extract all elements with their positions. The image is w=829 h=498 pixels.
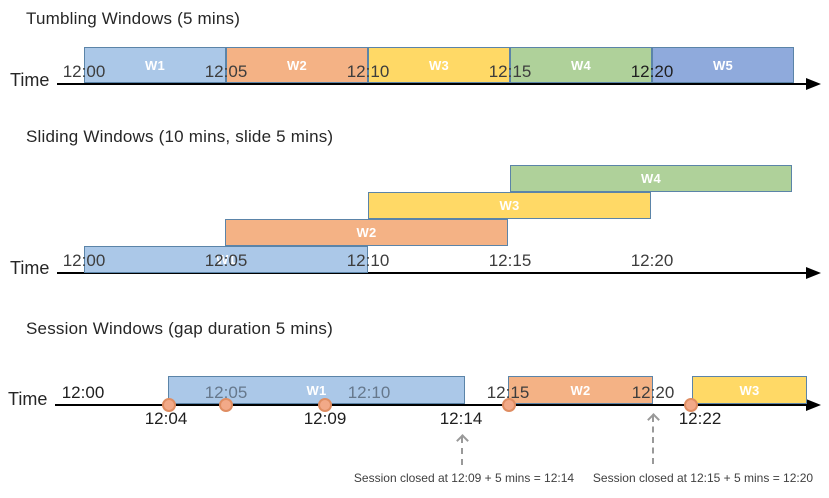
axis-tick-label: 12:05	[204, 62, 248, 81]
axis-tick-label: 12:15	[488, 62, 532, 81]
time-axis-label: Time	[10, 70, 50, 90]
event-dot	[162, 398, 176, 412]
window-bar-w3: W3	[368, 192, 651, 219]
window-bar-w3: W3	[692, 376, 807, 404]
window-bar-w1: W1	[84, 246, 368, 273]
axis-tick-label: 12:10	[346, 251, 390, 270]
sliding-windows-title: Sliding Windows (10 mins, slide 5 mins)	[26, 127, 334, 146]
event-dot	[318, 398, 332, 412]
event-time-label: 12:04	[144, 409, 188, 428]
axis-tick-label: 12:20	[631, 383, 675, 402]
event-time-label: 12:22	[678, 409, 722, 428]
session-close-arrow-icon	[652, 416, 654, 464]
axis-arrowhead-icon	[806, 78, 821, 90]
window-bar-w1: W1	[84, 47, 226, 83]
time-axis-line	[55, 404, 807, 406]
axis-arrowhead-icon	[806, 267, 821, 279]
window-bar-w4: W4	[510, 165, 792, 192]
window-bar-w2: W2	[225, 219, 508, 246]
session-windows-title: Session Windows (gap duration 5 mins)	[26, 319, 333, 338]
event-time-label: 12:09	[303, 409, 347, 428]
time-axis-label: Time	[10, 258, 50, 278]
window-bar-w4: W4	[510, 47, 652, 83]
event-dot	[219, 398, 233, 412]
axis-tick-label: 12:10	[347, 383, 391, 402]
time-axis-line	[57, 83, 807, 85]
axis-tick-label: 12:20	[630, 251, 674, 270]
window-bar-w2: W2	[508, 376, 653, 404]
axis-arrowhead-icon	[806, 399, 821, 411]
session-close-annotation: Session closed at 12:15 + 5 mins = 12:20	[592, 471, 814, 485]
axis-tick-label: 12:05	[204, 251, 248, 270]
axis-tick-label: 12:00	[62, 62, 106, 81]
session-close-annotation: Session closed at 12:09 + 5 mins = 12:14	[353, 471, 575, 485]
axis-tick-label: 12:00	[62, 251, 106, 270]
time-axis-line	[57, 272, 807, 274]
event-dot	[502, 398, 516, 412]
session-close-arrow-icon	[461, 437, 463, 465]
time-axis-label: Time	[8, 389, 48, 409]
axis-tick-label: 12:05	[204, 383, 248, 402]
axis-tick-label: 12:10	[346, 62, 390, 81]
event-dot	[684, 398, 698, 412]
window-bar-w1: W1	[168, 376, 465, 404]
tumbling-windows-title: Tumbling Windows (5 mins)	[26, 9, 241, 28]
window-bar-w2: W2	[226, 47, 368, 83]
window-bar-w3: W3	[368, 47, 510, 83]
window-bar-w5: W5	[652, 47, 794, 83]
axis-tick-label: 12:20	[630, 62, 674, 81]
axis-tick-label: 12:15	[488, 251, 532, 270]
axis-tick-label: 12:00	[61, 383, 105, 402]
axis-tick-label: 12:15	[486, 383, 530, 402]
event-time-label: 12:14	[439, 409, 483, 428]
